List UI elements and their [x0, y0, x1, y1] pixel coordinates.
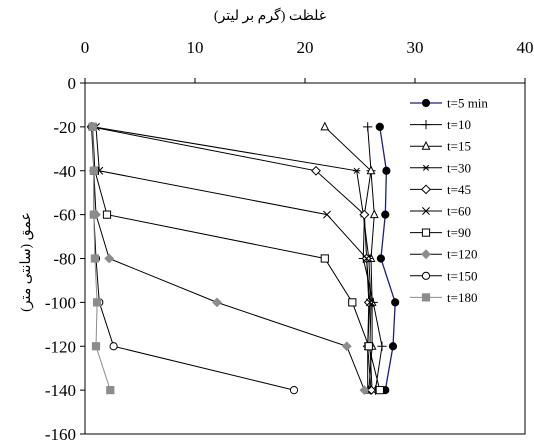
legend-marker: [422, 207, 430, 215]
legend-label: t=15: [447, 139, 471, 154]
series-9: [88, 122, 115, 395]
legend-label: t=120: [447, 247, 477, 262]
series-6: [88, 122, 384, 395]
legend-item: t=45: [410, 182, 471, 197]
data-point: [311, 165, 321, 176]
legend-marker: [421, 249, 431, 260]
y-tick-label: -80: [53, 250, 76, 269]
series-4: [86, 121, 376, 396]
data-point: [320, 254, 329, 263]
data-point: [89, 166, 98, 175]
legend-marker: [421, 120, 431, 130]
data-point: [364, 342, 373, 351]
legend-item: t=30: [410, 160, 471, 175]
series-5: [92, 122, 374, 395]
data-point: [348, 298, 357, 307]
legend-marker: [421, 184, 431, 195]
data-point: [375, 122, 384, 131]
series-8: [87, 122, 299, 395]
data-point: [369, 209, 379, 219]
data-point: [102, 210, 112, 219]
data-point: [375, 386, 384, 395]
x-tick-label: 30: [407, 38, 424, 57]
data-point: [381, 210, 390, 219]
data-point: [91, 342, 101, 351]
data-point: [106, 386, 115, 395]
y-tick-label: -120: [45, 337, 76, 356]
legend-marker: [421, 293, 431, 302]
data-point: [363, 122, 373, 132]
legend-label: t=150: [447, 268, 477, 283]
legend-item: t=150: [410, 268, 477, 283]
x-tick-label: 40: [517, 38, 534, 57]
series-line: [93, 126, 373, 391]
plot-area: 0 10 20 30 40 0 -20 -40 -60 -80 -100 -120 -140 -160: [45, 38, 534, 441]
data-point: [353, 167, 361, 174]
data-point: [212, 297, 222, 308]
legend-item: t=120: [410, 247, 477, 262]
data-point: [362, 254, 371, 263]
legend-label: t=90: [447, 225, 471, 240]
data-point: [93, 298, 102, 307]
legend: t=5 min t=10 t=15 t=30 t=45 t=60 t=90 t=120 t=15…: [410, 96, 488, 305]
y-tick-label: -20: [53, 118, 76, 137]
series-line: [91, 126, 295, 391]
data-point: [377, 341, 387, 351]
series-0: [375, 122, 400, 395]
x-tick-label: 0: [81, 38, 90, 57]
data-point: [90, 254, 100, 263]
y-tick-label: -40: [53, 162, 76, 181]
data-point: [341, 341, 352, 352]
y-axis-title: عمق (سانتی متر): [19, 212, 34, 312]
data-point: [359, 385, 370, 396]
legend-label: t=60: [447, 204, 471, 219]
legend-item: t=90: [410, 225, 471, 240]
legend-label: t=10: [447, 117, 471, 132]
legend-item: t=5 min: [410, 96, 488, 111]
legend-label: t=5 min: [447, 96, 488, 111]
data-point: [104, 253, 115, 264]
data-point: [289, 386, 299, 395]
data-point: [359, 209, 370, 220]
y-tick-label: -100: [45, 293, 76, 312]
legend-item: t=10: [410, 117, 471, 132]
legend-label: t=45: [447, 182, 471, 197]
data-point: [88, 122, 97, 131]
x-tick-label: 10: [187, 38, 204, 57]
data-point: [109, 342, 118, 351]
y-tick-label: 0: [68, 74, 77, 93]
legend-item: t=180: [410, 290, 477, 305]
data-point: [89, 210, 98, 219]
series-line: [92, 126, 381, 391]
series-3: [90, 123, 376, 394]
x-tick-label: 20: [297, 38, 314, 57]
legend-label: t=180: [447, 290, 477, 305]
x-axis-title: غلظت (گرم بر ليتر): [214, 7, 326, 24]
data-point: [320, 121, 330, 131]
data-point: [366, 165, 376, 175]
legend-label: t=30: [447, 160, 471, 175]
legend-marker: [422, 164, 430, 171]
y-tick-label: -140: [45, 381, 76, 400]
data-point: [323, 210, 331, 219]
data-point: [376, 254, 385, 263]
legend-item: t=60: [410, 204, 471, 219]
data-point: [365, 298, 374, 307]
y-tick-label: -60: [53, 206, 76, 225]
data-point: [382, 166, 391, 175]
legend-item: t=15: [410, 139, 471, 154]
legend-marker: [421, 271, 431, 280]
y-tick-label: -160: [45, 425, 76, 441]
legend-marker: [421, 140, 431, 150]
data-point: [391, 298, 400, 307]
data-point: [388, 342, 398, 351]
legend-marker: [421, 98, 431, 108]
legend-marker: [421, 228, 431, 237]
